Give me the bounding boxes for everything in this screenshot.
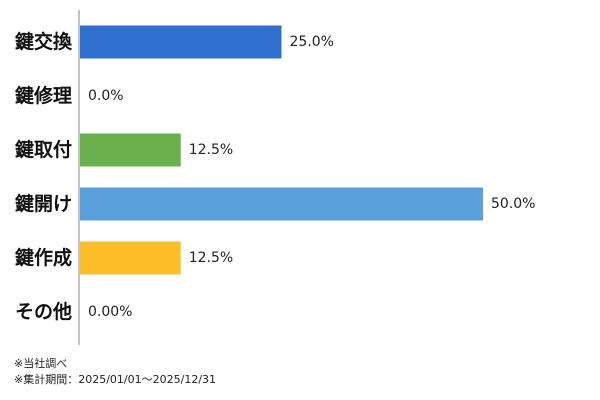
bar-3: [80, 187, 483, 221]
bars-group: [80, 25, 483, 275]
category-label-1: 鍵修理: [15, 84, 72, 107]
bar-2: [80, 133, 181, 167]
value-label-3: 50.0%: [491, 196, 535, 212]
bar-4: [80, 241, 181, 275]
value-label-0: 25.0%: [290, 34, 334, 50]
category-label-5: その他: [15, 300, 72, 323]
value-label-2: 12.5%: [189, 142, 233, 158]
value-label-1: 0.0%: [88, 88, 124, 104]
value-labels-group: 25.0% 0.0% 12.5% 50.0% 12.5% 0.00%: [88, 34, 535, 320]
value-label-4: 12.5%: [189, 250, 233, 266]
footnote-period: ※集計期間：2025/01/01〜2025/12/31: [14, 373, 217, 386]
category-label-0: 鍵交換: [15, 30, 73, 53]
footnote-source: ※当社調べ: [14, 357, 68, 370]
category-label-4: 鍵作成: [15, 246, 72, 269]
value-label-5: 0.00%: [88, 304, 132, 320]
category-label-3: 鍵開け: [15, 192, 72, 215]
bar-0: [80, 25, 282, 59]
category-label-2: 鍵取付: [15, 138, 72, 161]
footnotes: ※当社調べ ※集計期間：2025/01/01〜2025/12/31: [14, 356, 216, 388]
